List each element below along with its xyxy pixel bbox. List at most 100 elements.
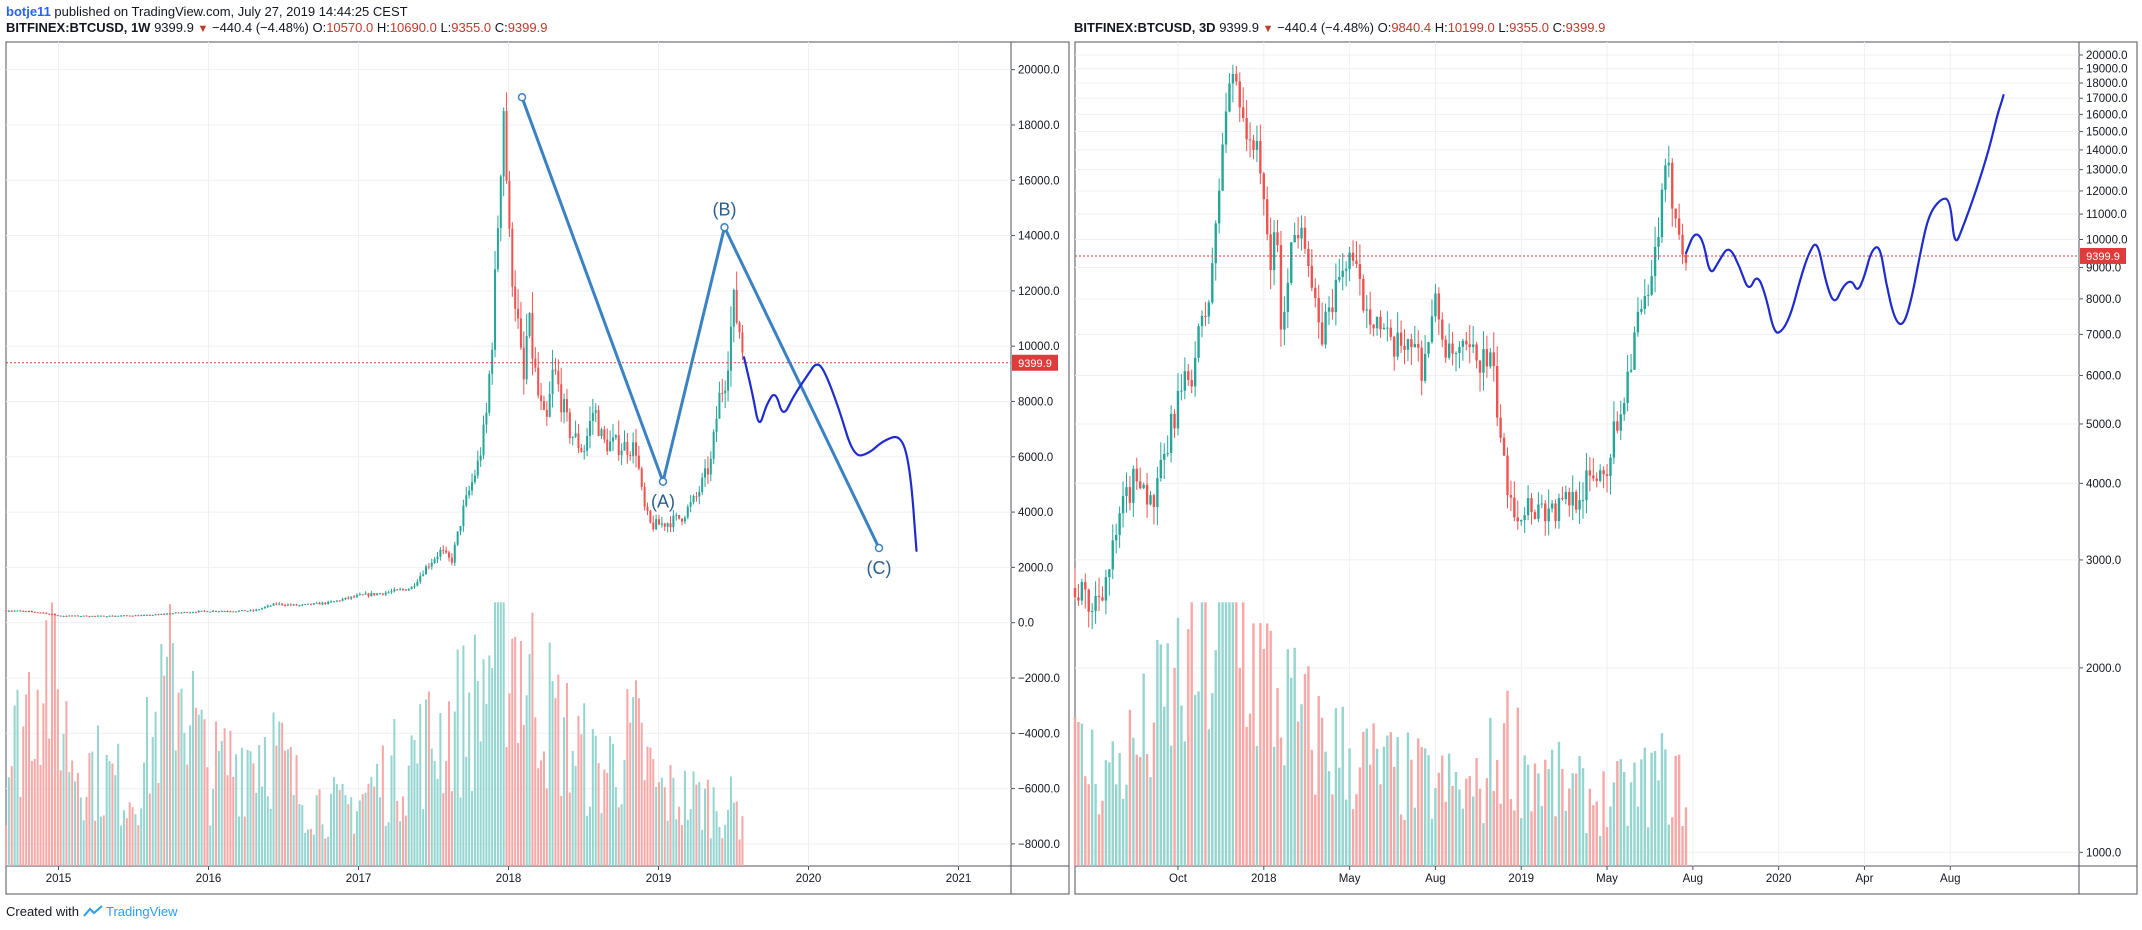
legend-symbol[interactable]: BITFINEX:BTCUSD, 1W bbox=[6, 20, 151, 35]
volume-bar bbox=[1489, 717, 1492, 866]
candle-body bbox=[1650, 276, 1653, 295]
volume-bar bbox=[514, 636, 517, 866]
candle bbox=[1616, 411, 1619, 434]
candle bbox=[120, 615, 123, 617]
candle bbox=[1173, 408, 1176, 438]
candle-body bbox=[309, 603, 312, 605]
candle bbox=[1187, 363, 1190, 386]
candle-body bbox=[1653, 246, 1657, 277]
volume-bar bbox=[226, 775, 229, 866]
candle-body bbox=[548, 393, 551, 417]
candle bbox=[1413, 325, 1417, 348]
candle-body bbox=[171, 613, 174, 615]
volume-bar bbox=[1097, 814, 1101, 866]
candle bbox=[640, 466, 643, 491]
candle-body bbox=[71, 615, 74, 617]
candle-body bbox=[600, 429, 603, 436]
candle-body bbox=[1413, 344, 1417, 348]
candle-body bbox=[168, 613, 171, 615]
candle bbox=[508, 171, 511, 237]
candle-body bbox=[568, 412, 571, 439]
candle-body bbox=[145, 614, 148, 616]
volume-bar bbox=[724, 824, 727, 866]
candle-body bbox=[1684, 254, 1688, 263]
volume-bar bbox=[22, 726, 25, 866]
candle-body bbox=[1269, 234, 1272, 271]
volume-bar bbox=[1300, 704, 1303, 866]
candle-body bbox=[565, 399, 568, 413]
candle bbox=[404, 589, 407, 591]
volume-bar bbox=[1176, 617, 1180, 866]
author-name[interactable]: botje11 bbox=[6, 4, 51, 19]
volume-bar bbox=[33, 759, 36, 866]
tradingview-logo-icon bbox=[82, 905, 103, 917]
candle-body bbox=[105, 616, 108, 618]
candle-body bbox=[1338, 276, 1341, 280]
volume-bar bbox=[45, 620, 48, 866]
candle-body bbox=[1241, 107, 1245, 119]
candle-body bbox=[1197, 326, 1200, 358]
footer-brand[interactable]: TradingView bbox=[106, 904, 178, 919]
candle bbox=[1602, 466, 1605, 489]
candle-body bbox=[120, 615, 123, 617]
volume-bar bbox=[1327, 771, 1331, 866]
y-tick-label: 2000.0 bbox=[1018, 562, 1053, 574]
candle bbox=[1094, 581, 1097, 624]
candle-body bbox=[741, 332, 744, 353]
candle bbox=[399, 587, 402, 591]
legend-o-label: O: bbox=[1377, 20, 1392, 35]
candle-body bbox=[1176, 390, 1180, 429]
volume-bar bbox=[600, 813, 603, 866]
volume-bar bbox=[476, 680, 479, 866]
candle-body bbox=[448, 552, 451, 558]
candle bbox=[194, 611, 197, 614]
candle bbox=[704, 459, 707, 488]
candle-body bbox=[1166, 453, 1169, 455]
volume-bar bbox=[468, 692, 471, 866]
volume-bar bbox=[496, 602, 499, 866]
candle-body bbox=[1320, 322, 1324, 345]
candle-body bbox=[1118, 513, 1121, 535]
candle bbox=[1351, 240, 1355, 267]
volume-bar bbox=[261, 786, 264, 866]
volume-bar bbox=[1379, 784, 1382, 866]
candle bbox=[1214, 220, 1217, 281]
candle-body bbox=[1386, 327, 1389, 329]
candle bbox=[1681, 223, 1684, 265]
volume-bar bbox=[1190, 602, 1193, 866]
volume-bar bbox=[1324, 751, 1327, 866]
x-tick-label: 2018 bbox=[1251, 873, 1277, 885]
candle bbox=[1458, 341, 1461, 369]
volume-bar bbox=[1653, 751, 1657, 866]
volume-bar bbox=[376, 763, 379, 866]
x-tick-label: 2017 bbox=[346, 873, 372, 885]
candle bbox=[1485, 335, 1489, 378]
candle-body bbox=[649, 510, 652, 523]
candle bbox=[1633, 326, 1636, 371]
candle bbox=[324, 602, 327, 605]
candle-body bbox=[381, 593, 384, 595]
volume-bars bbox=[4, 602, 744, 866]
volume-bar bbox=[554, 698, 557, 866]
volume-bar bbox=[1087, 784, 1090, 866]
volume-bar bbox=[1128, 709, 1132, 866]
y-tick-label: 15000.0 bbox=[2086, 127, 2128, 139]
candle bbox=[347, 596, 350, 600]
candle bbox=[1320, 302, 1324, 347]
candle-body bbox=[1183, 371, 1187, 391]
legend-symbol[interactable]: BITFINEX:BTCUSD, 3D bbox=[1074, 20, 1216, 35]
candle-body bbox=[131, 615, 134, 617]
candle bbox=[537, 351, 540, 399]
x-tick-label: May bbox=[1339, 873, 1361, 885]
candle-body bbox=[332, 601, 335, 603]
candle bbox=[1231, 64, 1235, 103]
volume-bar bbox=[1451, 785, 1454, 866]
candle-body bbox=[1372, 324, 1375, 329]
candle-body bbox=[1622, 403, 1626, 415]
volume-bar bbox=[606, 772, 609, 866]
candle-body bbox=[1073, 587, 1077, 598]
volume-bar bbox=[1605, 826, 1609, 866]
candle bbox=[528, 312, 531, 339]
candle-body bbox=[724, 390, 727, 394]
